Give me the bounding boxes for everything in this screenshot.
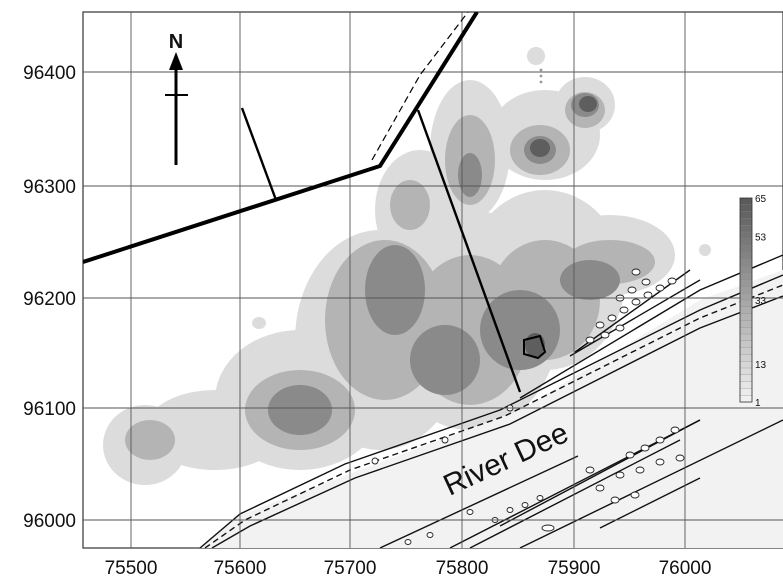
legend-swatch <box>739 388 753 396</box>
legend-swatch <box>739 245 753 253</box>
legend-tick-label: 1 <box>755 398 761 409</box>
legend-tick-label: 53 <box>755 232 767 243</box>
legend-swatch <box>739 333 753 342</box>
legend-swatch <box>739 279 753 287</box>
legend-swatch <box>739 197 753 206</box>
legend-swatch <box>739 252 753 260</box>
y-tick-label: 96400 <box>23 63 76 84</box>
y-tick-label: 96000 <box>23 511 76 532</box>
legend-swatch <box>739 293 753 301</box>
survey-lines <box>83 12 547 393</box>
legend-swatch <box>739 313 753 321</box>
legend-swatch <box>739 259 753 267</box>
legend-swatch <box>739 218 753 226</box>
legend-swatch <box>739 340 753 348</box>
legend-swatch <box>739 299 753 308</box>
legend-swatch <box>739 225 753 233</box>
legend-swatch <box>739 238 753 246</box>
legend-swatch <box>739 231 753 240</box>
legend-swatch <box>739 265 753 274</box>
legend-swatch <box>739 354 753 362</box>
legend-tick-label: 65 <box>755 194 767 205</box>
y-axis-ticks: 96400 96300 96200 96100 96000 <box>23 63 76 532</box>
legend-swatch <box>739 272 753 280</box>
legend-frame <box>739 197 753 403</box>
north-arrow: N <box>165 31 188 165</box>
legend-swatch <box>739 306 753 314</box>
x-tick-label: 75600 <box>214 558 267 578</box>
river-dee-channel <box>200 270 783 548</box>
legend-swatch <box>739 204 753 212</box>
x-tick-label: 75500 <box>105 558 158 578</box>
x-tick-label: 75800 <box>436 558 489 578</box>
legend-tick-label: 13 <box>755 360 767 371</box>
y-tick-label: 96100 <box>23 399 76 420</box>
legend-swatch <box>739 381 753 389</box>
legend-swatch <box>739 211 753 219</box>
legend-swatch <box>739 286 753 294</box>
legend: 65 53 33 13 1 <box>739 194 767 409</box>
x-tick-label: 76000 <box>659 558 712 578</box>
legend-swatch <box>739 374 753 382</box>
legend-swatch <box>739 347 753 355</box>
legend-swatch <box>739 327 753 335</box>
legend-swatch <box>739 361 753 369</box>
legend-tick-label: 33 <box>755 296 767 307</box>
y-tick-label: 96300 <box>23 177 76 198</box>
grid-lines <box>83 12 783 548</box>
legend-swatch <box>739 320 753 328</box>
north-label: N <box>169 31 183 53</box>
y-tick-label: 96200 <box>23 289 76 310</box>
legend-swatch <box>739 367 753 376</box>
x-tick-label: 75900 <box>548 558 601 578</box>
x-tick-label: 75700 <box>324 558 377 578</box>
legend-swatch <box>739 395 753 403</box>
x-axis-ticks: 75500 75600 75700 75800 75900 76000 <box>105 558 712 578</box>
